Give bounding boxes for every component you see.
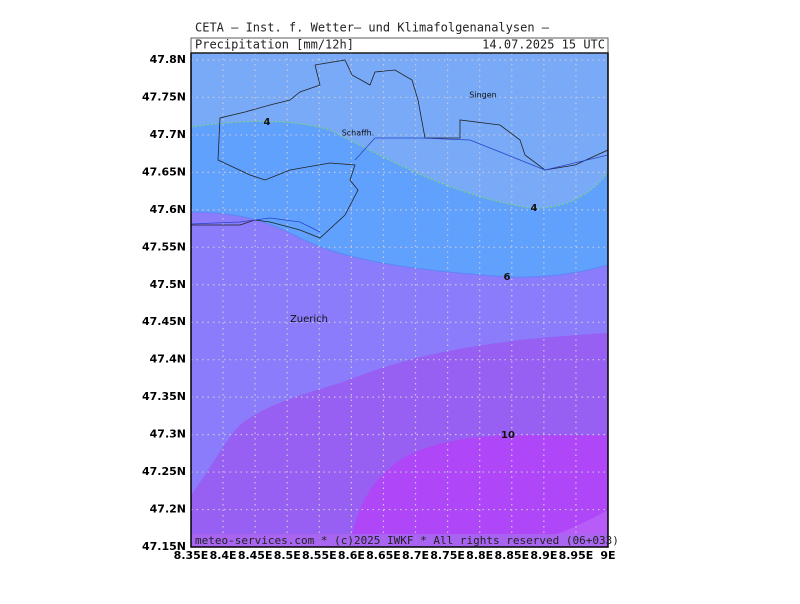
river	[354, 137, 608, 171]
y-tick-label: 47.3N	[150, 428, 186, 441]
footer-strip	[191, 534, 608, 547]
x-tick-label: 8.85E	[494, 549, 529, 562]
valid-time: 14.07.2025 15 UTC	[482, 38, 605, 52]
y-tick-label: 47.4N	[150, 353, 186, 366]
contour-label: 10	[501, 430, 515, 441]
field-name: Precipitation [mm/12h]	[195, 38, 354, 52]
x-tick-label: 8.95E	[559, 549, 594, 562]
y-tick-label: 47.8N	[150, 53, 186, 66]
y-tick-label: 47.7N	[150, 128, 186, 141]
place-label: Schaffh.	[342, 129, 375, 138]
place-label: Singen	[469, 91, 496, 100]
y-tick-label: 47.65N	[142, 165, 186, 178]
x-tick-label: 8.9E	[530, 549, 557, 562]
x-tick-label: 8.8E	[466, 549, 493, 562]
y-tick-label: 47.75N	[142, 90, 186, 103]
y-tick-label: 47.35N	[142, 390, 186, 403]
place-label: Zuerich	[290, 314, 328, 325]
river	[191, 217, 321, 233]
contour-line	[191, 120, 608, 209]
y-tick-label: 47.2N	[150, 503, 186, 516]
x-tick-label: 8.65E	[366, 549, 401, 562]
band-10	[350, 435, 608, 547]
header-title: CETA – Inst. f. Wetter– und Klimafolgena…	[195, 21, 550, 35]
x-tick-label: 8.4E	[210, 549, 237, 562]
contour-label: 4	[264, 117, 271, 128]
grid	[191, 53, 608, 547]
contour-label: 6	[504, 272, 511, 283]
header-box	[190, 37, 609, 54]
x-tick-label: 8.75E	[430, 549, 465, 562]
y-tick-label: 47.5N	[150, 278, 186, 291]
y-tick-label: 47.15N	[142, 540, 186, 553]
y-tick-label: 47.25N	[142, 465, 186, 478]
footer: meteo-services.com * (c)2025 IWKF * All …	[195, 534, 619, 547]
border	[191, 64, 359, 239]
precip-field	[191, 53, 608, 547]
x-tick-label: 8.6E	[338, 549, 365, 562]
x-tick-label: 8.7E	[402, 549, 429, 562]
x-tick-label: 8.45E	[238, 549, 273, 562]
x-tick-label: 8.35E	[174, 549, 209, 562]
x-tick-label: 8.5E	[274, 549, 301, 562]
contour-label: 4	[531, 203, 538, 214]
y-tick-label: 47.45N	[142, 315, 186, 328]
y-tick-label: 47.6N	[150, 203, 186, 216]
x-tick-label: 8.55E	[302, 549, 337, 562]
x-tick-label: 9E	[600, 549, 615, 562]
y-tick-label: 47.55N	[142, 240, 186, 253]
